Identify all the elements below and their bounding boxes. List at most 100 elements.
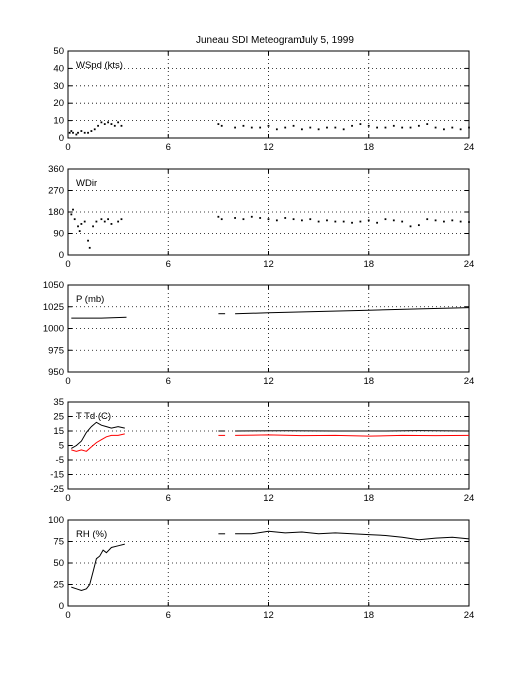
data-point-wdir xyxy=(95,220,98,223)
data-point-wspd xyxy=(70,130,73,132)
data-point-wdir xyxy=(250,215,253,218)
data-point-wspd xyxy=(107,121,109,124)
data-point-wdir xyxy=(110,223,113,225)
panel-temp-dewpoint: 0 6 12 18 24 -25 -15 -5 5 15 25 35 T Td (C) xyxy=(50,397,474,504)
x-tick-label: 12 xyxy=(263,142,274,153)
data-point-wdir xyxy=(443,220,445,223)
data-point-wdir xyxy=(317,220,320,223)
y-tick-label: 100 xyxy=(48,515,64,526)
data-point-wspd xyxy=(250,126,253,129)
data-point-wspd xyxy=(242,124,245,127)
data-point-wdir xyxy=(72,208,74,211)
panel-pressure: 0 6 12 18 24 950 975 1000 1025 1050 P (mb) xyxy=(43,280,474,387)
data-point-wdir xyxy=(468,221,470,223)
series-line-pressure xyxy=(235,307,470,315)
data-point-wdir xyxy=(100,218,103,221)
data-point-wdir xyxy=(73,218,76,221)
y-tick-label: 25 xyxy=(53,412,64,423)
x-tick-label: 18 xyxy=(363,493,374,504)
data-point-wdir xyxy=(80,223,83,225)
data-point-wdir xyxy=(434,219,437,222)
data-point-wdir xyxy=(367,219,370,222)
panel-wspd: 0 6 12 18 24 0 10 20 30 40 50 WSpd (kts) xyxy=(53,46,474,153)
x-tick-label: 12 xyxy=(263,259,274,270)
data-point-wspd xyxy=(451,126,454,129)
y-tick-label: 0 xyxy=(59,133,64,144)
data-point-wspd xyxy=(75,133,78,136)
series-line-pressure xyxy=(71,316,127,319)
y-tick-label: 10 xyxy=(53,116,64,127)
data-point-wspd xyxy=(68,131,71,134)
data-point-wspd xyxy=(90,130,93,132)
data-point-wspd xyxy=(417,124,420,127)
series-line-temp-dewpoint-dewpoint xyxy=(235,434,470,437)
data-point-wdir xyxy=(103,220,106,223)
data-point-wdir xyxy=(417,224,420,227)
x-tick-label: 12 xyxy=(263,376,274,387)
x-tick-label: 6 xyxy=(166,376,171,387)
data-point-wdir xyxy=(326,219,328,222)
y-tick-label: -15 xyxy=(50,470,64,481)
data-point-wdir xyxy=(309,218,312,221)
y-tick-label: 1000 xyxy=(43,324,64,335)
data-point-wspd xyxy=(97,124,99,127)
x-tick-label: 24 xyxy=(464,142,475,153)
data-point-wdir xyxy=(78,230,81,233)
x-tick-label: 24 xyxy=(464,610,475,621)
x-tick-label: 0 xyxy=(65,493,70,504)
data-point-wspd xyxy=(384,126,387,129)
data-point-wspd xyxy=(443,128,445,131)
data-point-wdir xyxy=(342,220,345,223)
data-point-wspd xyxy=(234,126,236,129)
y-tick-label: 5 xyxy=(59,441,64,452)
x-tick-label: 12 xyxy=(263,610,274,621)
y-tick-label: 20 xyxy=(53,98,64,109)
panel-label-wdir: WDir xyxy=(76,178,97,189)
y-tick-label: 75 xyxy=(53,537,64,548)
data-point-wspd xyxy=(309,126,312,129)
data-point-wspd xyxy=(93,128,96,131)
panel-label-rh: RH (%) xyxy=(76,529,107,540)
data-point-wdir xyxy=(217,215,220,218)
data-point-wdir xyxy=(242,218,245,221)
data-point-wdir xyxy=(359,220,362,223)
data-point-wspd xyxy=(120,124,123,127)
data-point-wspd xyxy=(351,124,353,127)
y-tick-label: 975 xyxy=(48,345,64,356)
panel-label-pressure: P (mb) xyxy=(76,294,104,305)
data-point-wdir xyxy=(451,219,454,222)
data-point-wspd xyxy=(367,124,370,127)
data-point-wdir xyxy=(292,218,295,221)
data-point-wdir xyxy=(87,239,89,242)
data-point-wdir xyxy=(259,217,262,219)
data-point-wspd xyxy=(409,126,412,129)
x-tick-label: 6 xyxy=(166,493,171,504)
x-tick-label: 18 xyxy=(363,610,374,621)
panel-label-wspd: WSpd (kts) xyxy=(76,60,123,71)
panel-wdir: 0 6 12 18 24 0 90 180 270 360 WDir xyxy=(48,164,474,270)
data-point-wspd xyxy=(426,123,429,125)
data-point-wdir xyxy=(120,218,123,221)
y-tick-label: 1050 xyxy=(43,280,64,291)
data-point-wdir xyxy=(401,220,404,223)
y-tick-label: 90 xyxy=(53,229,64,240)
y-tick-label: 0 xyxy=(59,250,64,261)
data-point-wdir xyxy=(284,217,287,219)
x-tick-label: 0 xyxy=(65,259,70,270)
y-tick-label: 50 xyxy=(53,46,64,57)
y-tick-label: 25 xyxy=(53,580,64,591)
data-point-wdir xyxy=(107,218,109,221)
y-tick-label: 40 xyxy=(53,63,64,74)
y-tick-label: 30 xyxy=(53,81,64,92)
data-point-wdir xyxy=(267,218,270,221)
series-line-temp-dewpoint-dewpoint xyxy=(71,433,125,452)
data-point-wspd xyxy=(359,123,362,125)
data-point-wdir xyxy=(351,221,353,224)
y-tick-label: -25 xyxy=(50,484,64,495)
x-tick-label: 18 xyxy=(363,259,374,270)
data-point-wspd xyxy=(275,128,278,131)
data-point-wspd xyxy=(376,126,379,129)
series-line-rh xyxy=(235,530,470,541)
panels: 0 6 12 18 24 0 10 20 30 40 50 WSpd (kts) 0 6 12 18 24 0 90… xyxy=(43,46,474,621)
